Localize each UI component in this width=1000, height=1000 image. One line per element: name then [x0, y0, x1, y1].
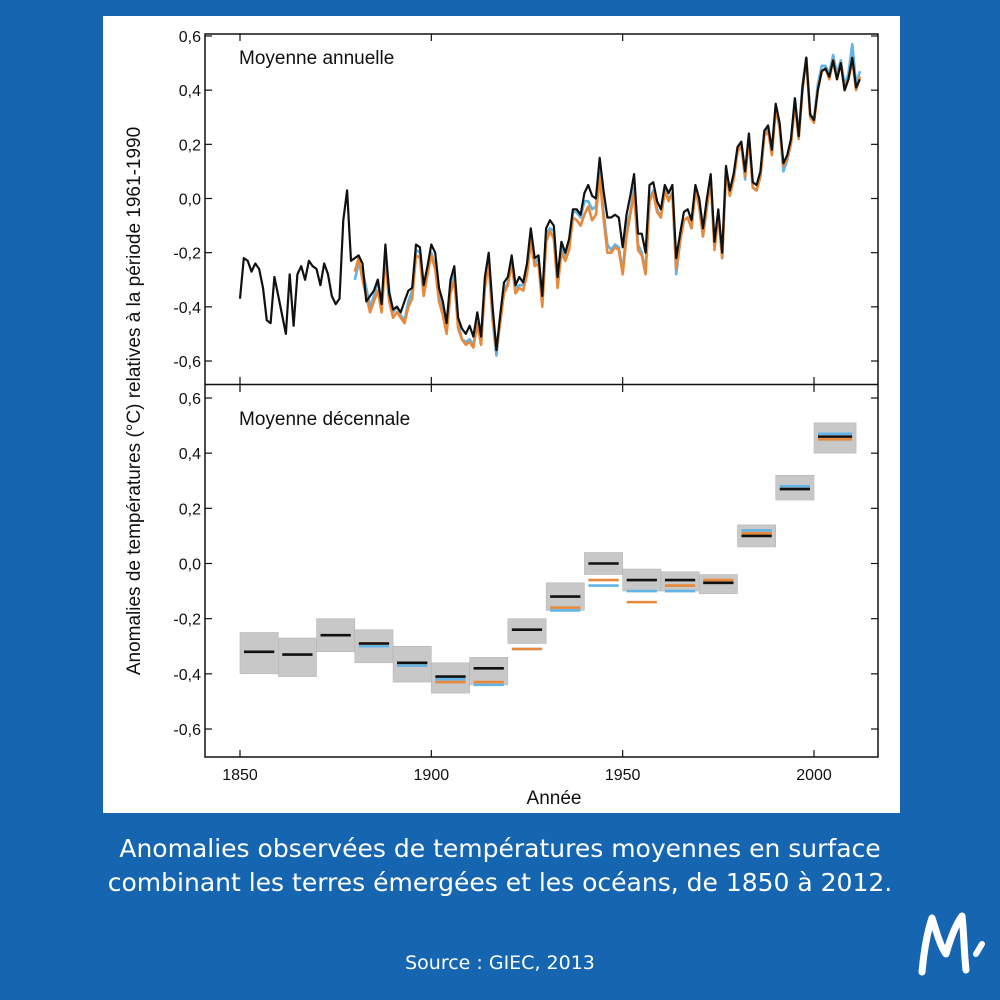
y-tick-label: -0,4 — [173, 667, 201, 684]
decade-uncertainty-band — [775, 474, 815, 501]
chart-figure: 0,6 0,4 0,2 0,0 -0,2 -0,4 -0,6 Moyenne annuelle… — [103, 16, 900, 813]
y-tick-label: 0,2 — [179, 137, 201, 154]
x-tick-label: 1950 — [605, 767, 641, 784]
decade-uncertainty-band — [507, 618, 547, 644]
annual-series-line-0 — [238, 56, 861, 352]
y-tick-label: -0,2 — [173, 246, 201, 263]
caption-line-2: combinant les terres émergées et les océ… — [107, 868, 893, 897]
y-tick-label: 0,2 — [179, 501, 201, 518]
decade-uncertainty-band — [431, 662, 470, 694]
panel-title: Moyenne décennale — [239, 409, 410, 430]
x-tick-label: 1850 — [222, 767, 258, 784]
decade-uncertainty-band — [469, 657, 509, 686]
decade-uncertainty-band — [278, 637, 317, 677]
y-tick-label: 0,0 — [179, 557, 201, 574]
y-tick-label: 0,0 — [179, 192, 201, 209]
y-tick-label: -0,2 — [173, 612, 201, 629]
y-tick-label: 0,6 — [179, 391, 201, 408]
x-tick-label: 2000 — [796, 767, 832, 784]
y-tick-label: -0,4 — [173, 300, 201, 317]
brand-logo — [918, 912, 985, 976]
x-axis-label: Année — [527, 788, 582, 809]
y-tick-label: 0,4 — [179, 446, 201, 463]
decade-uncertainty-band — [813, 422, 857, 454]
plot-frame — [204, 33, 879, 758]
decade-uncertainty-band — [698, 574, 738, 595]
caption-line-1: Anomalies observées de températures moye… — [119, 834, 881, 863]
y-tick-label: -0,6 — [173, 722, 201, 739]
decade-uncertainty-band — [239, 632, 279, 675]
y-axis-label: Anomalies de températures (°C) relatives… — [124, 127, 145, 675]
decade-uncertainty-band — [660, 571, 700, 592]
source-text: Source : GIEC, 2013 — [405, 952, 595, 974]
chart-svg: 0,6 0,4 0,2 0,0 -0,2 -0,4 -0,6 Moyenne annuelle… — [124, 29, 879, 809]
y-tick-label: -0,6 — [173, 354, 201, 371]
decade-uncertainty-band — [392, 646, 432, 683]
annual-series-line-2 — [353, 42, 862, 357]
annual-series-line-1 — [353, 56, 862, 352]
y-tick-label: 0,6 — [179, 29, 201, 46]
y-tick-label: 0,4 — [179, 83, 201, 100]
panel-title: Moyenne annuelle — [239, 48, 394, 69]
x-tick-label: 1900 — [414, 767, 450, 784]
